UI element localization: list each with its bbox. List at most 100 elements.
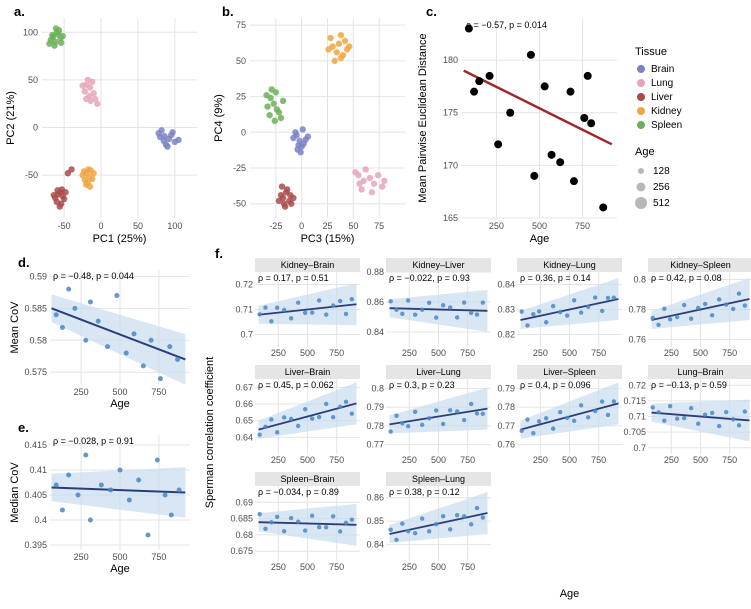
svg-text:0: 0 bbox=[299, 221, 304, 231]
svg-text:0.59: 0.59 bbox=[29, 271, 47, 281]
svg-text:250: 250 bbox=[489, 221, 504, 231]
svg-text:500: 500 bbox=[112, 552, 127, 562]
point bbox=[346, 43, 352, 49]
point bbox=[164, 143, 170, 149]
point bbox=[155, 458, 160, 463]
point bbox=[85, 166, 91, 172]
svg-text:0.71: 0.71 bbox=[628, 412, 646, 422]
point bbox=[136, 478, 141, 483]
svg-text:500: 500 bbox=[431, 348, 446, 358]
svg-text:165: 165 bbox=[443, 213, 458, 223]
point bbox=[82, 88, 88, 94]
svg-text:0: 0 bbox=[99, 221, 104, 231]
legend-label: Liver bbox=[651, 92, 673, 103]
svg-text:750: 750 bbox=[591, 348, 606, 358]
point bbox=[375, 172, 381, 178]
annotation: ρ = −0.57, p = 0.014 bbox=[466, 20, 547, 30]
svg-text:175: 175 bbox=[443, 108, 458, 118]
facet: Lung–Brain2505007500.70.7050.710.7150.72… bbox=[623, 365, 751, 465]
legend-age-label: 128 bbox=[653, 166, 670, 177]
facet-title: Spleen–Brain bbox=[280, 474, 334, 484]
point bbox=[580, 114, 588, 122]
point bbox=[295, 142, 301, 148]
point bbox=[60, 508, 65, 513]
svg-text:0.86: 0.86 bbox=[366, 297, 384, 307]
legend-swatch bbox=[637, 93, 645, 101]
point bbox=[99, 483, 104, 488]
point bbox=[114, 293, 119, 298]
svg-text:0.77: 0.77 bbox=[366, 440, 384, 450]
svg-text:0.67: 0.67 bbox=[235, 382, 253, 392]
facet-title: Kidney–Liver bbox=[412, 260, 464, 270]
svg-text:0: 0 bbox=[241, 127, 246, 137]
svg-text:250: 250 bbox=[402, 455, 417, 465]
svg-text:0.78: 0.78 bbox=[497, 402, 515, 412]
svg-text:750: 750 bbox=[575, 221, 590, 231]
svg-text:250: 250 bbox=[664, 348, 679, 358]
legend-age-label: 256 bbox=[653, 182, 670, 193]
svg-text:50: 50 bbox=[348, 221, 358, 231]
point bbox=[68, 166, 74, 172]
xlabel: PC3 (15%) bbox=[301, 233, 355, 245]
svg-text:0.41: 0.41 bbox=[29, 465, 47, 475]
svg-text:170: 170 bbox=[443, 160, 458, 170]
svg-text:500: 500 bbox=[300, 455, 315, 465]
svg-text:0.4: 0.4 bbox=[34, 515, 47, 525]
svg-text:0.715: 0.715 bbox=[623, 396, 646, 406]
point bbox=[358, 186, 364, 192]
point bbox=[87, 183, 93, 189]
panel-f-label: f. bbox=[215, 246, 223, 261]
point bbox=[175, 137, 181, 143]
point bbox=[94, 101, 100, 107]
svg-text:-25: -25 bbox=[233, 163, 246, 173]
svg-text:50: 50 bbox=[236, 56, 246, 66]
xlabel: Age bbox=[110, 563, 130, 575]
svg-text:0.78: 0.78 bbox=[366, 421, 384, 431]
point bbox=[108, 488, 113, 493]
point bbox=[54, 483, 59, 488]
panel-label: e. bbox=[18, 420, 29, 435]
facet-title: Liver–Lung bbox=[416, 367, 461, 377]
point bbox=[127, 498, 132, 503]
svg-text:0.86: 0.86 bbox=[366, 493, 384, 503]
svg-text:75: 75 bbox=[374, 221, 384, 231]
point bbox=[567, 88, 575, 96]
svg-text:180: 180 bbox=[443, 55, 458, 65]
annotation: ρ = 0.45, p = 0.062 bbox=[258, 380, 334, 390]
svg-text:25: 25 bbox=[322, 221, 332, 231]
svg-text:0.65: 0.65 bbox=[235, 416, 253, 426]
point bbox=[334, 49, 340, 55]
facet-title: Kidney–Brain bbox=[281, 260, 335, 270]
point bbox=[548, 151, 556, 159]
legend-age-swatch bbox=[635, 197, 647, 209]
svg-text:0.84: 0.84 bbox=[497, 280, 515, 290]
svg-text:0.72: 0.72 bbox=[235, 280, 253, 290]
svg-text:500: 500 bbox=[431, 455, 446, 465]
panel-a-label: a. bbox=[14, 4, 25, 19]
svg-text:750: 750 bbox=[329, 562, 344, 572]
svg-text:250: 250 bbox=[402, 348, 417, 358]
svg-text:0.85: 0.85 bbox=[366, 516, 384, 526]
point bbox=[541, 82, 549, 90]
legend-label: Brain bbox=[651, 64, 674, 75]
point bbox=[169, 129, 175, 135]
svg-text:0.83: 0.83 bbox=[497, 305, 515, 315]
annotation: ρ = −0.13, p = 0.59 bbox=[651, 380, 727, 390]
legend-age-swatch bbox=[637, 183, 646, 192]
xlabel: Age bbox=[530, 233, 550, 245]
facet-title: Lung–Brain bbox=[677, 367, 723, 377]
svg-text:0.79: 0.79 bbox=[366, 402, 384, 412]
point bbox=[290, 135, 296, 141]
legend-swatch bbox=[637, 65, 645, 73]
point bbox=[175, 357, 180, 362]
svg-text:0.705: 0.705 bbox=[623, 427, 646, 437]
svg-text:-50: -50 bbox=[58, 221, 71, 231]
svg-text:100: 100 bbox=[167, 221, 182, 231]
svg-text:750: 750 bbox=[151, 552, 166, 562]
point bbox=[83, 96, 89, 102]
point bbox=[587, 119, 595, 127]
ylabel: Median CoV bbox=[9, 462, 21, 523]
point bbox=[279, 183, 285, 189]
point bbox=[76, 493, 81, 498]
point bbox=[470, 88, 478, 96]
